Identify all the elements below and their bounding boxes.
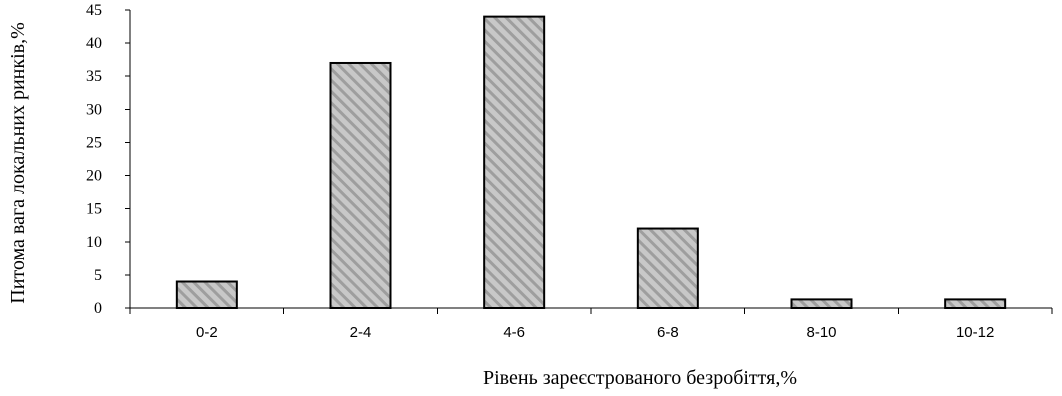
x-axis-ticks: 0-2 2-4 4-6 6-8 8-10 10-12 (129, 308, 1053, 341)
y-tick-label: 45 (86, 2, 102, 19)
y-axis-ticks: 0 5 10 15 20 25 30 35 40 45 (86, 2, 130, 317)
bar-6-8 (636, 227, 699, 310)
y-tick-label: 0 (94, 300, 102, 317)
y-tick-label: 30 (86, 101, 102, 118)
y-tick-label: 40 (86, 35, 102, 52)
y-tick-label: 15 (86, 201, 102, 218)
x-tick-label: 6-8 (657, 324, 679, 341)
axes-group (129, 10, 1052, 309)
y-tick-label: 5 (94, 267, 102, 284)
x-tick-label: 2-4 (350, 324, 372, 341)
bars-group (175, 15, 1007, 310)
y-axis-title-group: Питома вага локальних ринків,% (7, 22, 29, 304)
y-tick-label: 10 (86, 234, 102, 251)
bar-8-10 (790, 298, 853, 310)
x-tick-label: 10-12 (956, 324, 994, 341)
bar-2-4 (329, 61, 392, 309)
bar-10-12 (944, 298, 1007, 310)
x-tick-label: 0-2 (196, 324, 218, 341)
bar-0-2 (175, 280, 238, 309)
y-tick-label: 25 (86, 134, 102, 151)
y-axis-title: Питома вага локальних ринків,% (7, 22, 29, 304)
x-axis-title: Рівень зареєстрованого безробіття,% (483, 367, 797, 389)
x-tick-label: 8-10 (806, 324, 836, 341)
y-tick-label: 35 (86, 68, 102, 85)
y-tick-label: 20 (86, 168, 102, 185)
bar-4-6 (483, 15, 546, 309)
x-tick-label: 4-6 (503, 324, 525, 341)
